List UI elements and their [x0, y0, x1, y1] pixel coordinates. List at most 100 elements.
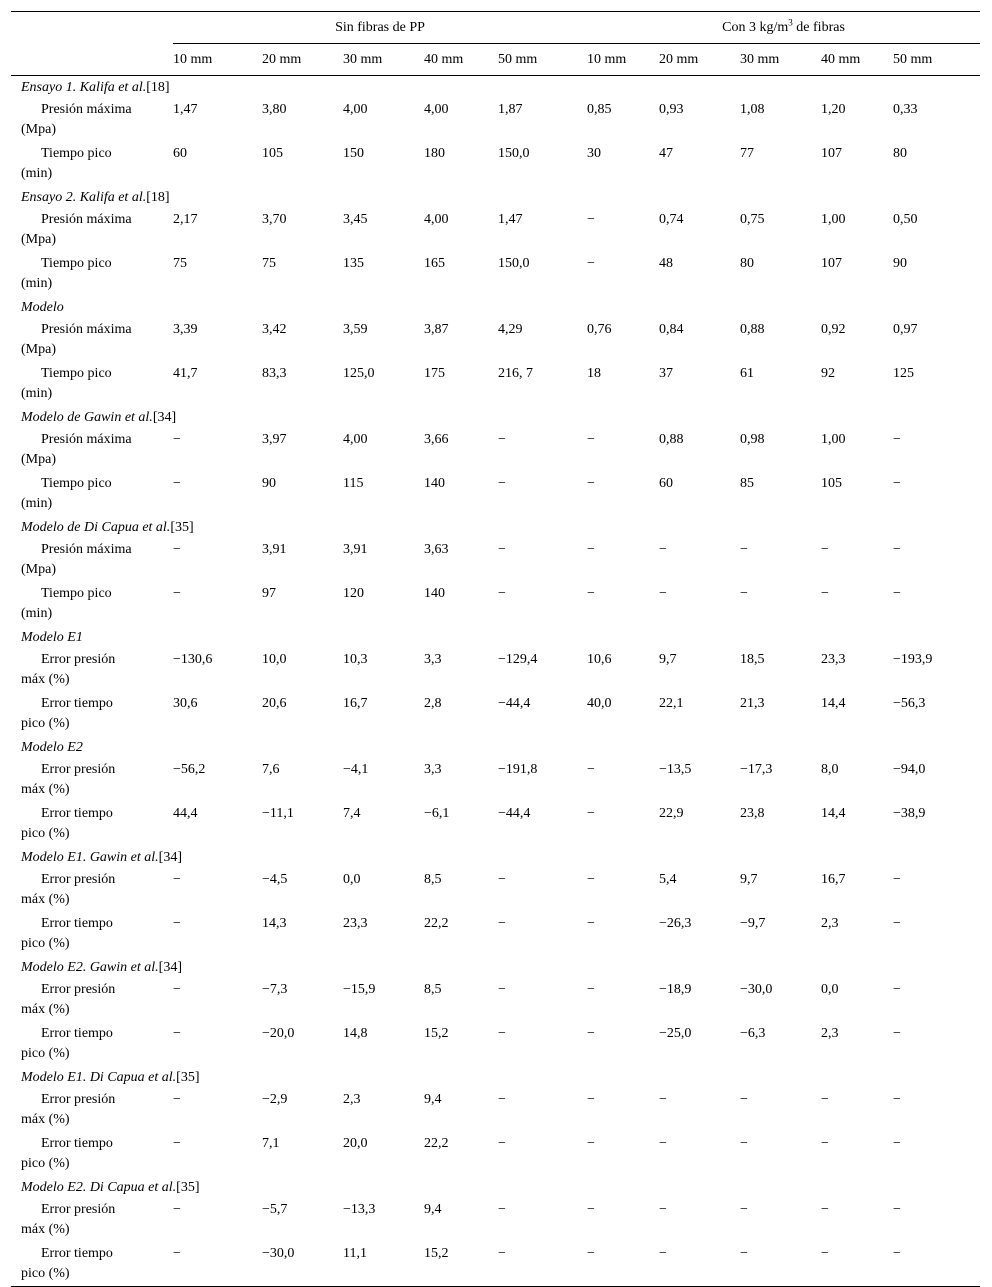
- section-row: Modelo E1. Gawin et al.[34]: [11, 846, 980, 868]
- table-cell: 22,2: [424, 1136, 449, 1151]
- section-title-text: Modelo E2. Gawin et al.: [21, 960, 159, 975]
- table-cell: −: [740, 586, 748, 601]
- group-header-right-prefix: Con 3 kg/m: [722, 19, 789, 35]
- row-label: Error tiempo pico (%): [11, 802, 173, 846]
- table-cell: 75: [173, 256, 187, 271]
- table-cell: −: [587, 256, 595, 271]
- table-cell: −: [740, 1136, 748, 1151]
- table-cell: 125,0: [343, 366, 375, 381]
- section-title-text: Modelo de Di Capua et al.: [21, 520, 171, 535]
- table-cell: 16,7: [343, 696, 368, 711]
- row-label-line2: máx (%): [21, 782, 70, 797]
- row-label-line2: pico (%): [21, 716, 70, 731]
- table-cell: −4,1: [343, 762, 369, 777]
- table-cell: 4,00: [424, 212, 449, 227]
- column-header: 30 mm: [343, 43, 424, 76]
- results-table: Sin fibras de PP Con 3 kg/m3 de fibras 1…: [11, 11, 981, 1287]
- table-cell: −44,4: [498, 696, 531, 711]
- table-cell: −: [587, 1246, 595, 1261]
- table-cell: −: [587, 806, 595, 821]
- section-reference: [35]: [170, 520, 194, 535]
- table-cell: −: [821, 542, 829, 557]
- table-cell: 0,88: [740, 322, 765, 337]
- row-label-line1: Error presión: [41, 762, 116, 777]
- table-body: Ensayo 1. Kalifa et al.[18] Presión máxim…: [11, 76, 980, 1287]
- table-cell: −: [587, 212, 595, 227]
- table-cell: −: [173, 586, 181, 601]
- table-cell: 2,17: [173, 212, 198, 227]
- row-label: Tiempo pico (min): [11, 582, 173, 626]
- table-cell: 3,3: [424, 652, 442, 667]
- table-cell: 14,8: [343, 1026, 368, 1041]
- table-cell: 14,4: [821, 696, 846, 711]
- table-cell: 1,47: [173, 102, 198, 117]
- table-cell: 120: [343, 586, 364, 601]
- table-cell: −: [659, 542, 667, 557]
- table-cell: −: [893, 916, 901, 931]
- table-cell: 0,0: [821, 982, 839, 997]
- table-cell: 0,74: [659, 212, 684, 227]
- table-cell: 3,91: [343, 542, 368, 557]
- corner-cell: [11, 12, 173, 44]
- table-cell: 10,6: [587, 652, 612, 667]
- table-cell: −: [893, 1136, 901, 1151]
- table-cell: 77: [740, 146, 754, 161]
- table-cell: −: [587, 762, 595, 777]
- table-cell: −: [659, 1202, 667, 1217]
- table-cell: 75: [262, 256, 276, 271]
- table-cell: −: [173, 476, 181, 491]
- row-label-line1: Error tiempo: [41, 1026, 113, 1041]
- group-header-right-suffix: de fibras: [792, 19, 845, 35]
- table-cell: −: [821, 1092, 829, 1107]
- table-cell: −: [498, 1246, 506, 1261]
- table-cell: 3,45: [343, 212, 368, 227]
- section-row: Modelo E1. Di Capua et al.[35]: [11, 1066, 980, 1088]
- table-cell: −: [498, 982, 506, 997]
- row-label: Tiempo pico (min): [11, 142, 173, 186]
- section-title: Modelo de Gawin et al.[34]: [11, 406, 980, 428]
- section-title: Modelo: [11, 296, 980, 318]
- table-cell: −: [659, 1092, 667, 1107]
- table-cell: 4,00: [343, 102, 368, 117]
- table-cell: 9,7: [740, 872, 758, 887]
- table-cell: 37: [659, 366, 673, 381]
- table-cell: −: [740, 1202, 748, 1217]
- column-header: 40 mm: [424, 43, 498, 76]
- section-title-text: Modelo de Gawin et al.: [21, 410, 153, 425]
- table-cell: 20,6: [262, 696, 287, 711]
- table-cell: 90: [893, 256, 907, 271]
- column-header: 10 mm: [173, 43, 262, 76]
- table-cell: −: [587, 476, 595, 491]
- table-cell: 7,6: [262, 762, 280, 777]
- row-label-line1: Error tiempo: [41, 806, 113, 821]
- row-label-line1: Error tiempo: [41, 916, 113, 931]
- table-cell: 14,3: [262, 916, 287, 931]
- section-reference: [34]: [152, 410, 177, 425]
- row-label: Error presión máx (%): [11, 758, 173, 802]
- table-row: Presión máxima (Mpa) − 3,91 3,91 3,63 − − − − − −: [11, 538, 980, 582]
- table-cell: 20,0: [343, 1136, 368, 1151]
- row-label: Presión máxima (Mpa): [11, 538, 173, 582]
- table-cell: 7,4: [343, 806, 361, 821]
- table-cell: 5,4: [659, 872, 677, 887]
- table-cell: 8,0: [821, 762, 839, 777]
- column-header-row: 10 mm 20 mm 30 mm 40 mm 50 mm 10 mm 20 m…: [11, 43, 981, 76]
- row-label-line2: (min): [21, 386, 53, 401]
- table-frame: Sin fibras de PP Con 3 kg/m3 de fibras 1…: [11, 0, 981, 1287]
- group-header-right: Con 3 kg/m3 de fibras: [587, 11, 981, 44]
- table-cell: −2,9: [262, 1092, 288, 1107]
- table-cell: 0,84: [659, 322, 684, 337]
- row-label: Presión máxima (Mpa): [11, 428, 173, 472]
- table-cell: 1,47: [498, 212, 523, 227]
- row-label-line1: Presión máxima: [41, 102, 132, 117]
- table-cell: −6,3: [740, 1026, 766, 1041]
- table-cell: 60: [173, 146, 187, 161]
- section-reference: [35]: [176, 1070, 200, 1085]
- table-cell: −: [173, 1136, 181, 1151]
- table-cell: 0,93: [659, 102, 684, 117]
- table-cell: −: [498, 1026, 506, 1041]
- table-cell: −: [173, 542, 181, 557]
- table-cell: −: [173, 916, 181, 931]
- table-cell: 9,4: [424, 1092, 442, 1107]
- table-cell: 0,0: [343, 872, 361, 887]
